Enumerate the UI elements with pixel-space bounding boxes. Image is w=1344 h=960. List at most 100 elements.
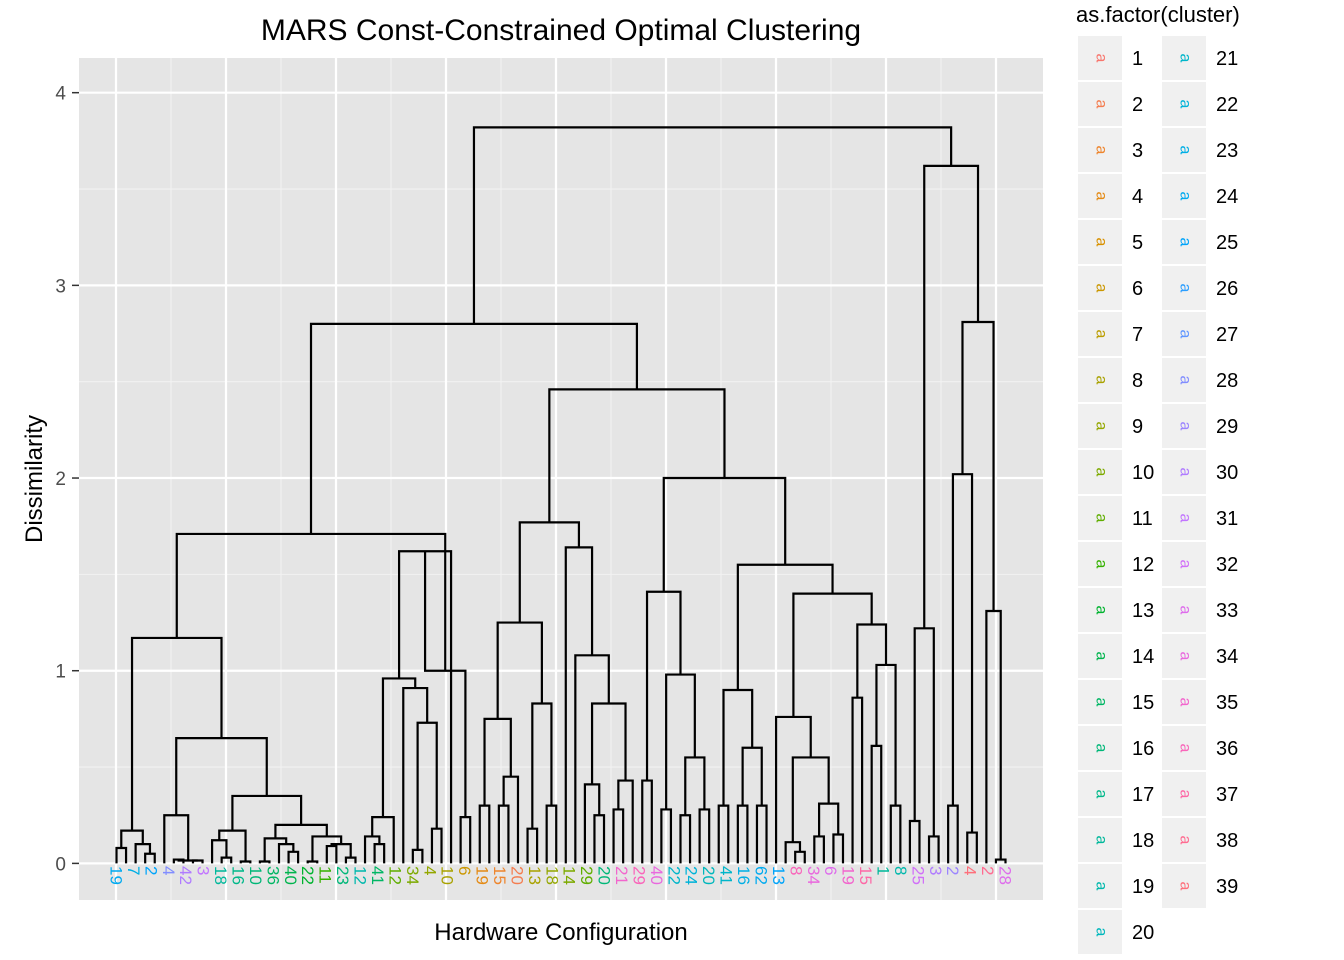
- leaf-label: 42: [176, 866, 195, 885]
- legend-item: a 21: [1162, 36, 1252, 82]
- legend-item: a 20: [1078, 910, 1168, 956]
- legend-item: a 23: [1162, 128, 1252, 174]
- dendrogram-branch: [583, 783, 601, 864]
- chart-title: MARS Const-Constrained Optimal Clusterin…: [261, 14, 861, 47]
- dendrogram-branch: [239, 860, 252, 864]
- leaf-label: 7: [124, 866, 143, 875]
- dendrogram-branch: [660, 808, 673, 864]
- x-axis-label: Hardware Configuration: [434, 919, 687, 946]
- leaf-label: 19: [839, 866, 858, 885]
- leaf-label: 2: [943, 866, 962, 875]
- legend-label: 35: [1216, 692, 1239, 714]
- leaf-label: 18: [211, 866, 230, 885]
- legend-key: a: [1078, 818, 1122, 862]
- grid-major: [79, 58, 1043, 900]
- leaf-label: 25: [908, 866, 927, 885]
- dendrogram-branch: [423, 551, 467, 818]
- legend-key-glyph: a: [1092, 99, 1109, 109]
- dendrogram-branch: [258, 860, 271, 864]
- legend-key-glyph: a: [1176, 789, 1193, 799]
- legend-label: 29: [1216, 416, 1239, 438]
- legend-key-glyph: a: [1176, 605, 1193, 615]
- dendrogram-branch: [397, 550, 453, 864]
- leaf-label: 40: [647, 866, 666, 885]
- dendrogram-branch: [263, 837, 288, 862]
- leaf-label: 23: [333, 866, 352, 885]
- legend-key-glyph: a: [1176, 513, 1193, 523]
- legend-item: a 24: [1162, 174, 1252, 220]
- legend-item: a 38: [1162, 818, 1252, 864]
- dendrogram-branch: [175, 737, 268, 816]
- dendrogram-branch: [115, 846, 128, 864]
- leaf-label: 1: [873, 866, 892, 875]
- dendrogram-branch: [851, 696, 864, 864]
- legend-key: a: [1078, 128, 1122, 172]
- leaf-label: 11: [316, 866, 335, 884]
- dendrogram-branch: [784, 841, 802, 864]
- legend-key: a: [1078, 82, 1122, 126]
- legend-key: a: [1078, 266, 1122, 310]
- y-tick-label: 1: [55, 662, 66, 683]
- legend-key: a: [1078, 36, 1122, 80]
- leaf-label: 19: [107, 866, 126, 885]
- legend-item: a 10: [1078, 450, 1168, 496]
- dendrogram-branch: [277, 843, 295, 864]
- dendrogram-branch: [612, 808, 625, 864]
- dendrogram-branch: [120, 829, 144, 848]
- leaf-label: 3: [194, 866, 213, 875]
- leaf-label: 6: [455, 866, 474, 875]
- dendrogram-branch: [518, 521, 581, 623]
- legend-item: a 32: [1162, 542, 1252, 588]
- legend-item: a 36: [1162, 726, 1252, 772]
- legend-key: a: [1078, 450, 1122, 494]
- leaf-label: 4: [961, 866, 980, 875]
- legend-key-glyph: a: [1092, 283, 1109, 293]
- legend-item: a 13: [1078, 588, 1168, 634]
- legend-item: a 17: [1078, 772, 1168, 818]
- legend-key-glyph: a: [1092, 513, 1109, 523]
- leaf-label: 21: [612, 866, 631, 885]
- legend-label: 23: [1216, 140, 1239, 162]
- legend-item: a 26: [1162, 266, 1252, 312]
- dendrogram-branch: [459, 816, 472, 864]
- legend-key: a: [1162, 82, 1206, 126]
- legend-item: a 16: [1078, 726, 1168, 772]
- legend-key-glyph: a: [1092, 651, 1109, 661]
- legend-key-glyph: a: [1176, 283, 1193, 293]
- legend-label: 33: [1216, 600, 1239, 622]
- y-axis-label: Dissimilarity: [21, 415, 48, 543]
- legend-key-glyph: a: [1092, 881, 1109, 891]
- legend-key: a: [1078, 726, 1122, 770]
- dendrogram-branch: [531, 702, 553, 829]
- leaf-label: 15: [490, 866, 509, 885]
- legend-key: a: [1162, 496, 1206, 540]
- dendrogram-branch: [134, 843, 152, 864]
- legend-item: a 27: [1162, 312, 1252, 358]
- dendrogram-links: [115, 126, 1007, 864]
- legend-key-glyph: a: [1176, 467, 1193, 477]
- dendrogram-branch: [274, 823, 328, 839]
- dendrogram-branch: [923, 164, 980, 629]
- legend-key: a: [1162, 128, 1206, 172]
- legend-item: a 18: [1078, 818, 1168, 864]
- dendrogram-branch: [913, 627, 935, 837]
- legend-key: a: [1078, 358, 1122, 402]
- legend-label: 32: [1216, 554, 1239, 576]
- leaf-label: 34: [403, 866, 422, 885]
- legend-key-glyph: a: [1176, 835, 1193, 845]
- legend-key-glyph: a: [1092, 421, 1109, 431]
- leaf-label: 12: [385, 866, 404, 885]
- dendrogram-branch: [679, 814, 692, 864]
- legend-key-glyph: a: [1092, 467, 1109, 477]
- legend-key-glyph: a: [1176, 743, 1193, 753]
- y-tick-label: 2: [55, 469, 66, 490]
- dendrogram-branch: [755, 804, 768, 864]
- dendrogram-branch: [371, 816, 395, 864]
- dendrogram-branch: [617, 779, 634, 864]
- dendrogram-branch: [220, 856, 233, 864]
- legend-label: 37: [1216, 784, 1239, 806]
- leaf-label: 2: [978, 866, 997, 875]
- legend-label: 27: [1216, 324, 1239, 346]
- dendrogram-branch: [590, 702, 627, 785]
